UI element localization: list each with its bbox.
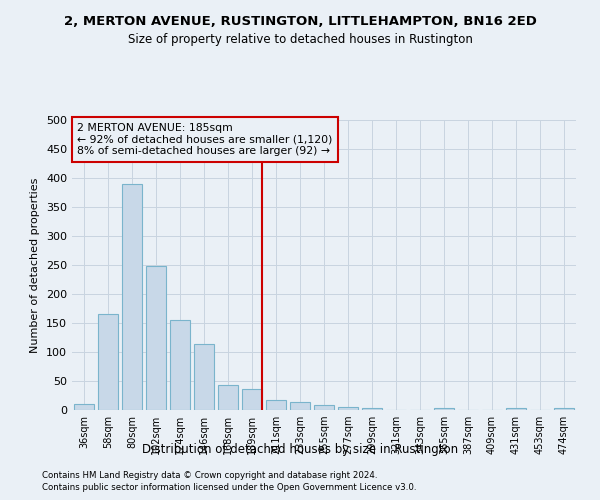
Text: Size of property relative to detached houses in Rustington: Size of property relative to detached ho… [128,32,472,46]
Bar [314,406,334,410]
Bar [506,408,526,410]
Text: Distribution of detached houses by size in Rustington: Distribution of detached houses by size … [142,442,458,456]
Bar [74,404,94,410]
Bar [434,408,454,410]
Text: Contains HM Land Registry data © Crown copyright and database right 2024.: Contains HM Land Registry data © Crown c… [42,471,377,480]
Text: Contains public sector information licensed under the Open Government Licence v3: Contains public sector information licen… [42,484,416,492]
Text: 2, MERTON AVENUE, RUSTINGTON, LITTLEHAMPTON, BN16 2ED: 2, MERTON AVENUE, RUSTINGTON, LITTLEHAMP… [64,15,536,28]
Bar [362,408,382,410]
Bar [98,314,118,410]
Y-axis label: Number of detached properties: Number of detached properties [31,178,40,352]
Text: 2 MERTON AVENUE: 185sqm
← 92% of detached houses are smaller (1,120)
8% of semi-: 2 MERTON AVENUE: 185sqm ← 92% of detache… [77,123,332,156]
Bar [338,406,358,410]
Bar [170,320,190,410]
Bar [266,400,286,410]
Bar [242,388,262,410]
Bar [146,266,166,410]
Bar [218,385,238,410]
Bar [122,184,142,410]
Bar [290,402,310,410]
Bar [554,408,574,410]
Bar [194,344,214,410]
